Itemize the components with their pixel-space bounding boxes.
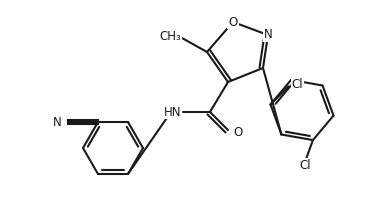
Text: N: N — [263, 28, 272, 42]
Text: CH₃: CH₃ — [159, 31, 181, 43]
Text: N: N — [53, 116, 62, 128]
Text: HN: HN — [164, 106, 181, 119]
Text: O: O — [233, 127, 242, 139]
Text: O: O — [228, 15, 238, 28]
Text: Cl: Cl — [292, 78, 303, 91]
Text: Cl: Cl — [299, 159, 311, 172]
